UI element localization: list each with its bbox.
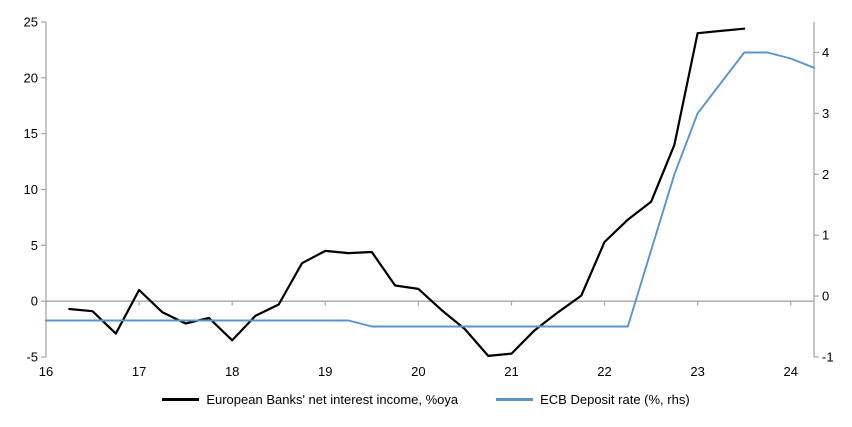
- x-axis-tick-label: 23: [690, 364, 704, 379]
- right-axis-tick-label: 3: [822, 106, 829, 121]
- legend-label-net-interest-income: European Banks' net interest income, %oy…: [206, 392, 459, 407]
- chart-legend: European Banks' net interest income, %oy…: [0, 392, 852, 407]
- left-axis-tick-label: 20: [24, 70, 38, 85]
- left-axis-tick-label: -5: [26, 350, 38, 365]
- x-axis-tick-label: 17: [132, 364, 146, 379]
- x-axis-tick-label: 18: [225, 364, 239, 379]
- legend-item-ecb-deposit-rate: ECB Deposit rate (%, rhs): [496, 392, 690, 407]
- legend-item-net-interest-income: European Banks' net interest income, %oy…: [162, 392, 458, 407]
- legend-line-swatch-black: [162, 398, 200, 401]
- x-axis-tick-label: 24: [783, 364, 797, 379]
- left-axis-tick-label: 0: [31, 294, 38, 309]
- series-line-0: [68, 27, 746, 357]
- legend-label-ecb-deposit-rate: ECB Deposit rate (%, rhs): [540, 392, 690, 407]
- x-axis-tick-label: 19: [318, 364, 332, 379]
- right-axis-tick-label: 1: [822, 228, 829, 243]
- right-axis-tick-label: 4: [822, 45, 829, 60]
- left-axis-tick-label: 25: [24, 15, 38, 30]
- x-axis-tick-label: 22: [597, 364, 611, 379]
- x-axis-tick-label: 20: [411, 364, 425, 379]
- x-axis-tick-label: 21: [504, 364, 518, 379]
- right-axis-tick-label: -1: [822, 350, 834, 365]
- series-line-1: [45, 51, 815, 328]
- legend-line-swatch-blue: [496, 398, 534, 401]
- left-axis-tick-label: 15: [24, 126, 38, 141]
- right-axis-tick-label: 2: [822, 167, 829, 182]
- left-axis-tick-label: 10: [24, 182, 38, 197]
- right-axis-tick-label: 0: [822, 289, 829, 304]
- left-axis-tick-label: 5: [31, 238, 38, 253]
- x-axis-tick-label: 16: [39, 364, 53, 379]
